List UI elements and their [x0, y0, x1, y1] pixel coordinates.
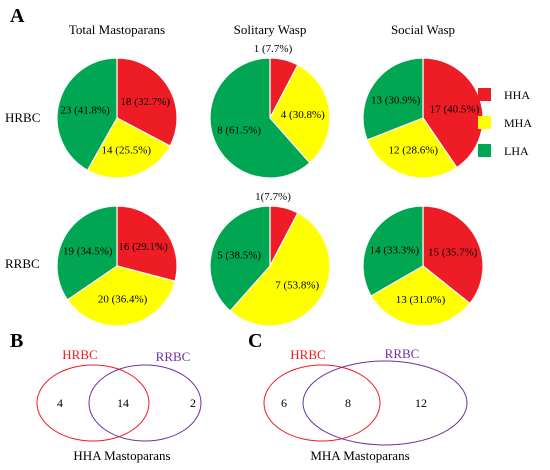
- venn-b-rrbc-label: RRBC: [156, 349, 191, 364]
- venn-c-hrbc-circle: [263, 364, 381, 442]
- panel-label-c: C: [248, 330, 262, 352]
- legend-swatch-mha: [478, 116, 491, 129]
- pie-slice-label: 1 (7.7%): [254, 43, 293, 55]
- pie-hrbc-social-wasp: 17 (40.5%) 12 (28.6%) 13 (30.9%): [362, 57, 484, 179]
- pie-slice-label: 13 (30.9%): [371, 94, 421, 106]
- venn-c-title: MHA Mastoparans: [310, 448, 409, 463]
- pie-slice-mha: [366, 117, 458, 179]
- pie-slice-lha: [362, 57, 424, 141]
- pie-hrbc-total-mastoparans: 18 (32.7%) 14 (25.5%) 23 (41.8%): [56, 57, 178, 179]
- venn-c-rrbc-circle: [302, 360, 468, 446]
- column-title-total: Total Mastoparans: [69, 22, 165, 37]
- pie-slice-label: 14 (33.3%): [370, 245, 420, 257]
- row-label-rrbc: RRBC: [5, 256, 40, 271]
- pie-slice-label: 4 (30.8%): [281, 109, 325, 121]
- pie-slice-label: 17 (40.5%): [430, 103, 480, 115]
- pie-slice-label: 7 (53.8%): [275, 280, 319, 292]
- venn-c-rrbc-label: RRBC: [385, 346, 420, 361]
- pie-slice-label: 8 (61.5%): [217, 125, 261, 137]
- legend-label-lha: LHA: [504, 144, 529, 158]
- venn-diagram-c: HRBC RRBC 6 8 12 MHA Mastoparans: [263, 346, 468, 463]
- venn-c-both: 8: [345, 396, 351, 410]
- pie-slice-label: 13 (31.0%): [396, 294, 446, 306]
- panel-label-b: B: [10, 330, 23, 352]
- pie-slice-lha: [56, 57, 118, 172]
- pie-slice-mha: [86, 117, 171, 179]
- pie-slice-lha: [56, 205, 118, 301]
- pie-rrbc-social-wasp: 15 (35.7%) 13 (31.0%) 14 (33.3%): [362, 205, 484, 327]
- column-title-solitary: Solitary Wasp: [234, 22, 307, 37]
- pie-slice-mha: [370, 265, 471, 327]
- row-label-hrbc: HRBC: [5, 110, 40, 125]
- pie-slice-hha: [116, 57, 178, 147]
- pie-slice-lha: [209, 57, 311, 179]
- legend-swatch-lha: [478, 144, 491, 157]
- pie-slice-label: 14 (25.5%): [102, 145, 152, 157]
- venn-b-both: 14: [117, 396, 129, 410]
- pie-slice-hha: [422, 205, 484, 305]
- venn-b-rrbc-circle: [88, 364, 202, 442]
- legend-label-mha: MHA: [504, 116, 532, 130]
- legend-swatch-hha: [478, 88, 491, 101]
- venn-c-only-rrbc: 12: [415, 396, 427, 410]
- column-title-social: Social Wasp: [391, 22, 455, 37]
- venn-c-hrbc-label: HRBC: [290, 347, 325, 362]
- venn-b-only-rrbc: 2: [190, 396, 196, 410]
- venn-b-hrbc-circle: [36, 364, 150, 442]
- pie-slice-label: 20 (36.4%): [98, 294, 148, 306]
- legend: HHA MHA LHA: [478, 88, 532, 158]
- pie-slice-hha: [116, 205, 178, 282]
- venn-b-hrbc-label: HRBC: [62, 347, 97, 362]
- pie-rrbc-solitary-wasp: 1(7.7%) 7 (53.8%) 5 (38.5%): [209, 191, 331, 327]
- pie-slice-label: 16 (29.1%): [118, 241, 168, 253]
- pie-charts: 18 (32.7%) 14 (25.5%) 23 (41.8%) 1 (7.7%) 4 …: [56, 43, 484, 327]
- pie-slice-label: 15 (35.7%): [428, 247, 478, 259]
- venn-b-only-hrbc: 4: [57, 396, 63, 410]
- pie-slice-mha: [229, 212, 331, 327]
- pie-hrbc-solitary-wasp: 1 (7.7%) 4 (30.8%) 8 (61.5%): [209, 43, 331, 179]
- pie-slice-label: 18 (32.7%): [121, 96, 171, 108]
- venn-b-title: HHA Mastoparans: [73, 448, 170, 463]
- pie-slice-label: 5 (38.5%): [217, 249, 261, 261]
- pie-rrbc-total-mastoparans: 16 (29.1%) 20 (36.4%) 19 (34.5%): [56, 205, 178, 327]
- pie-slice-label: 12 (28.6%): [389, 145, 439, 157]
- pie-slice-mha: [66, 265, 176, 327]
- pie-slice-mha: [269, 64, 331, 164]
- legend-label-hha: HHA: [504, 88, 530, 102]
- venn-c-only-hrbc: 6: [281, 396, 287, 410]
- pie-slice-label: 19 (34.5%): [63, 246, 113, 258]
- pie-slice-lha: [362, 205, 424, 297]
- pie-slice-label: 23 (41.8%): [60, 105, 110, 117]
- pie-slice-lha: [209, 205, 271, 312]
- venn-diagram-b: HRBC RRBC 4 14 2 HHA Mastoparans: [36, 347, 202, 463]
- panel-label-a: A: [10, 5, 25, 27]
- pie-slice-label: 1(7.7%): [255, 191, 291, 203]
